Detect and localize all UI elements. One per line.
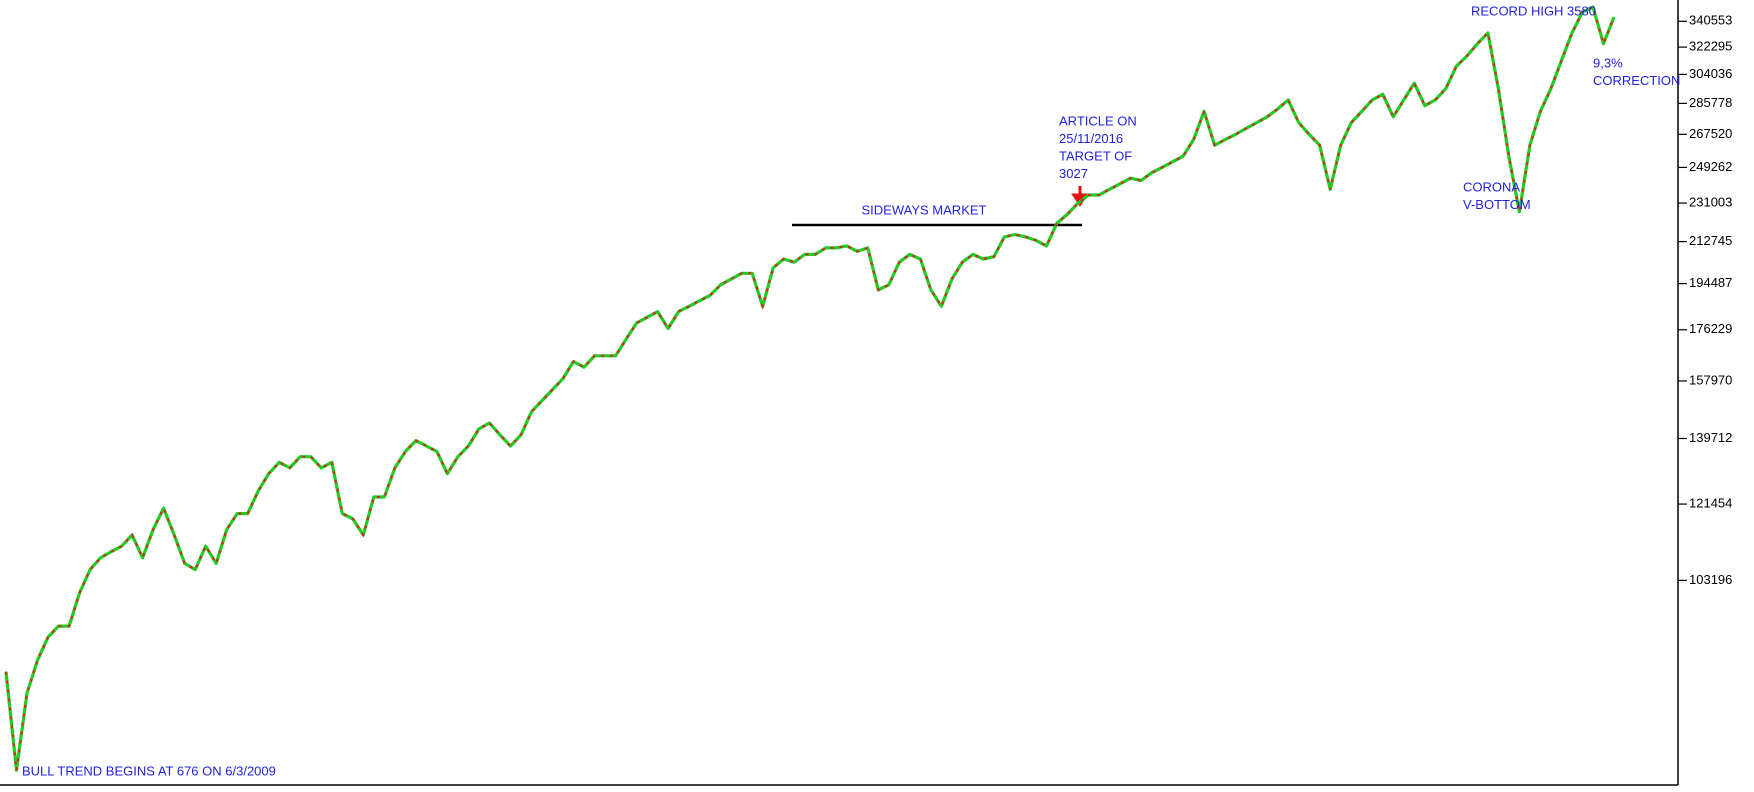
y-tick-label: 103196 (1689, 572, 1732, 587)
y-tick-label: 249262 (1689, 159, 1732, 174)
annotation: 25/11/2016 (1059, 131, 1123, 146)
annotation: SIDEWAYS MARKET (862, 202, 987, 217)
annotation: CORONA (1463, 179, 1520, 194)
price-line (4, 5, 1616, 772)
y-tick-label: 340553 (1689, 13, 1732, 28)
y-tick-label: 194487 (1689, 275, 1732, 290)
annotation: BULL TREND BEGINS AT 676 ON 6/3/2009 (22, 763, 276, 778)
annotation: RECORD HIGH 3580 (1471, 3, 1596, 18)
annotation: TARGET OF (1059, 148, 1132, 163)
y-tick-label: 176229 (1689, 321, 1732, 336)
y-tick-label: 139712 (1689, 430, 1732, 445)
price-line-down (5, 5, 1615, 771)
y-tick-label: 157970 (1689, 372, 1732, 387)
y-tick-label: 231003 (1689, 194, 1732, 209)
y-tick-label: 267520 (1689, 126, 1732, 141)
annotation: 3027 (1059, 166, 1088, 181)
annotation: ARTICLE ON (1059, 113, 1137, 128)
y-tick-label: 285778 (1689, 95, 1732, 110)
y-tick-label: 322295 (1689, 39, 1732, 54)
annotation: V-BOTTOM (1463, 197, 1531, 212)
y-tick-label: 304036 (1689, 66, 1732, 81)
y-tick-label: 121454 (1689, 496, 1732, 511)
annotation: 9,3% (1593, 55, 1623, 70)
y-tick-label: 212745 (1689, 233, 1732, 248)
annotation: CORRECTION (1593, 73, 1680, 88)
